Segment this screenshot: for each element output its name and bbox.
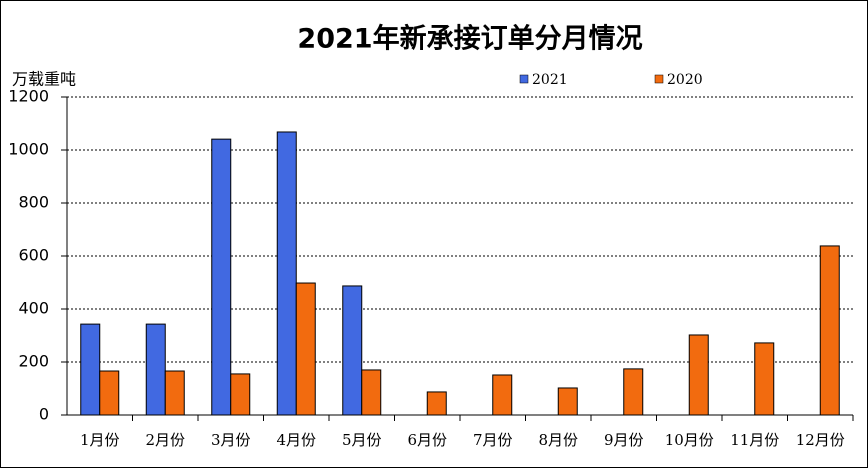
bar — [99, 370, 120, 416]
legend-label: 2020 — [667, 72, 703, 88]
bar — [361, 369, 382, 416]
y-tick-label: 1200 — [8, 87, 49, 106]
y-axis-label: 万载重吨 — [12, 70, 76, 89]
bar — [295, 282, 316, 416]
bar — [80, 323, 101, 416]
x-tick-label: 6月份 — [407, 431, 447, 449]
bar — [492, 374, 513, 416]
x-tick-label: 8月份 — [538, 431, 578, 449]
bar — [426, 391, 447, 416]
y-tick-label: 600 — [18, 246, 49, 265]
y-tick-label: 200 — [18, 352, 49, 371]
chart-title: 2021年新承接订单分月情况 — [297, 23, 642, 55]
bar — [819, 245, 840, 416]
bar — [557, 387, 578, 416]
bar — [342, 285, 363, 416]
bar — [230, 373, 251, 416]
legend-swatch — [654, 74, 664, 84]
y-tick-label: 800 — [18, 193, 49, 212]
y-tick-label: 1000 — [8, 140, 49, 159]
x-tick-label: 4月份 — [276, 431, 316, 449]
legend-swatch — [519, 74, 529, 84]
x-tick-label: 7月份 — [473, 431, 513, 449]
y-tick-label: 0 — [39, 405, 49, 424]
x-tick-label: 5月份 — [342, 431, 382, 449]
x-tick-label: 1月份 — [80, 431, 120, 449]
x-tick-label: 11月份 — [730, 431, 779, 449]
y-tick-label: 400 — [18, 299, 49, 318]
bar — [164, 370, 185, 416]
bar — [623, 368, 644, 416]
x-tick-label: 3月份 — [211, 431, 251, 449]
legend-label: 2021 — [532, 72, 568, 88]
bar — [211, 138, 232, 416]
bar — [754, 342, 775, 416]
bar — [688, 334, 709, 416]
x-tick-label: 12月份 — [796, 431, 845, 449]
x-tick-label: 2月份 — [145, 431, 185, 449]
bar — [276, 131, 297, 416]
bar — [145, 323, 166, 416]
x-tick-label: 9月份 — [604, 431, 644, 449]
x-tick-label: 10月份 — [665, 431, 714, 449]
